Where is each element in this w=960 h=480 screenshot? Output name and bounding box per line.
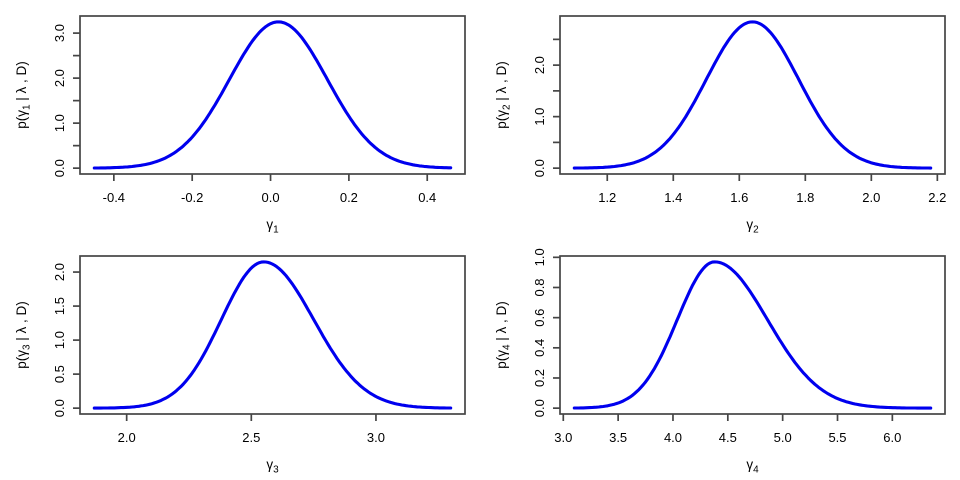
- y-tick-label: 1.0: [52, 114, 67, 132]
- x-tick-label: 2.5: [242, 430, 260, 445]
- x-tick-label: 2.0: [862, 190, 880, 205]
- x-tick-label: 1.4: [664, 190, 682, 205]
- x-tick-label: -0.4: [103, 190, 125, 205]
- y-tick-label: 2.0: [52, 263, 67, 281]
- y-axis-title: p(γ3 | λ , D): [14, 301, 33, 369]
- x-tick-label: 1.6: [730, 190, 748, 205]
- x-tick-label: 5.5: [828, 430, 846, 445]
- x-tick-label: 1.8: [796, 190, 814, 205]
- x-tick-label: -0.2: [181, 190, 203, 205]
- y-tick-label: 0.2: [532, 369, 547, 387]
- x-axis-title: γ3: [266, 457, 279, 476]
- panel-gamma4: 3.0 3.5 4.0 4.5 5.0 5.5 6.0 0.0 0.2 0.4 0.6 0.8 1.0 γ…: [480, 240, 960, 480]
- x-tick-label: 4.5: [719, 430, 737, 445]
- panel-gamma1: -0.4 -0.2 0.0 0.2 0.4 0.0 1.0 2.0 3.0 γ1 p(γ1 | λ …: [0, 0, 480, 240]
- y-tick-label: 2.0: [52, 69, 67, 87]
- gamma1-density-plot: -0.4 -0.2 0.0 0.2 0.4 0.0 1.0 2.0 3.0 γ1 p(γ1 | λ …: [14, 15, 466, 236]
- y-tick-label: 0.4: [532, 339, 547, 357]
- x-tick-label: 3.0: [367, 430, 385, 445]
- density-curve: [92, 20, 453, 170]
- y-tick-label: 1.0: [532, 108, 547, 126]
- y-axis-title: p(γ4 | λ , D): [494, 301, 513, 369]
- y-tick-label: 0.0: [532, 159, 547, 177]
- plot-box: [559, 15, 946, 175]
- y-tick-label: 3.0: [52, 24, 67, 42]
- y-tick-label: 1.5: [52, 297, 67, 315]
- gamma3-density-plot: 2.0 2.5 3.0 0.0 0.5 1.0 1.5 2.0 γ3 p(γ3 | λ , D): [14, 255, 466, 476]
- x-tick-label: 1.2: [598, 190, 616, 205]
- y-tick-label: 0.5: [52, 365, 67, 383]
- y-tick-label: 1.0: [52, 331, 67, 349]
- density-curve: [572, 260, 933, 410]
- x-axis-title: γ1: [266, 217, 279, 236]
- x-tick-label: 0.4: [418, 190, 436, 205]
- x-tick-label: 3.0: [554, 430, 572, 445]
- x-tick-label: 0.2: [340, 190, 358, 205]
- y-tick-label: 0.0: [532, 399, 547, 417]
- x-tick-label: 0.0: [262, 190, 280, 205]
- panel-gamma3: 2.0 2.5 3.0 0.0 0.5 1.0 1.5 2.0 γ3 p(γ3 | λ , D): [0, 240, 480, 480]
- gamma4-density-plot: 3.0 3.5 4.0 4.5 5.0 5.5 6.0 0.0 0.2 0.4 0.6 0.8 1.0 γ…: [494, 248, 946, 476]
- density-curve: [92, 260, 453, 410]
- x-tick-label: 2.0: [118, 430, 136, 445]
- y-tick-label: 0.6: [532, 309, 547, 327]
- plot-box: [79, 255, 466, 415]
- y-axis-title: p(γ1 | λ , D): [14, 61, 33, 129]
- panel-gamma2: 1.2 1.4 1.6 1.8 2.0 2.2 0.0 1.0 2.0 γ2 p(γ2 | λ , …: [480, 0, 960, 240]
- y-tick-label: 0.0: [52, 159, 67, 177]
- density-curve: [572, 20, 933, 170]
- plot-box: [559, 255, 946, 415]
- gamma2-density-plot: 1.2 1.4 1.6 1.8 2.0 2.2 0.0 1.0 2.0 γ2 p(γ2 | λ , …: [494, 15, 946, 236]
- x-tick-label: 4.0: [664, 430, 682, 445]
- x-tick-label: 5.0: [774, 430, 792, 445]
- plot-box: [79, 15, 466, 175]
- x-tick-label: 2.2: [928, 190, 946, 205]
- x-axis-title: γ4: [746, 457, 759, 476]
- y-tick-label: 0.0: [52, 399, 67, 417]
- x-tick-label: 3.5: [609, 430, 627, 445]
- y-tick-label: 1.0: [532, 248, 547, 266]
- y-tick-label: 2.0: [532, 56, 547, 74]
- x-tick-label: 6.0: [883, 430, 901, 445]
- y-axis-title: p(γ2 | λ , D): [494, 61, 513, 129]
- x-axis-title: γ2: [746, 217, 759, 236]
- y-tick-label: 0.8: [532, 278, 547, 296]
